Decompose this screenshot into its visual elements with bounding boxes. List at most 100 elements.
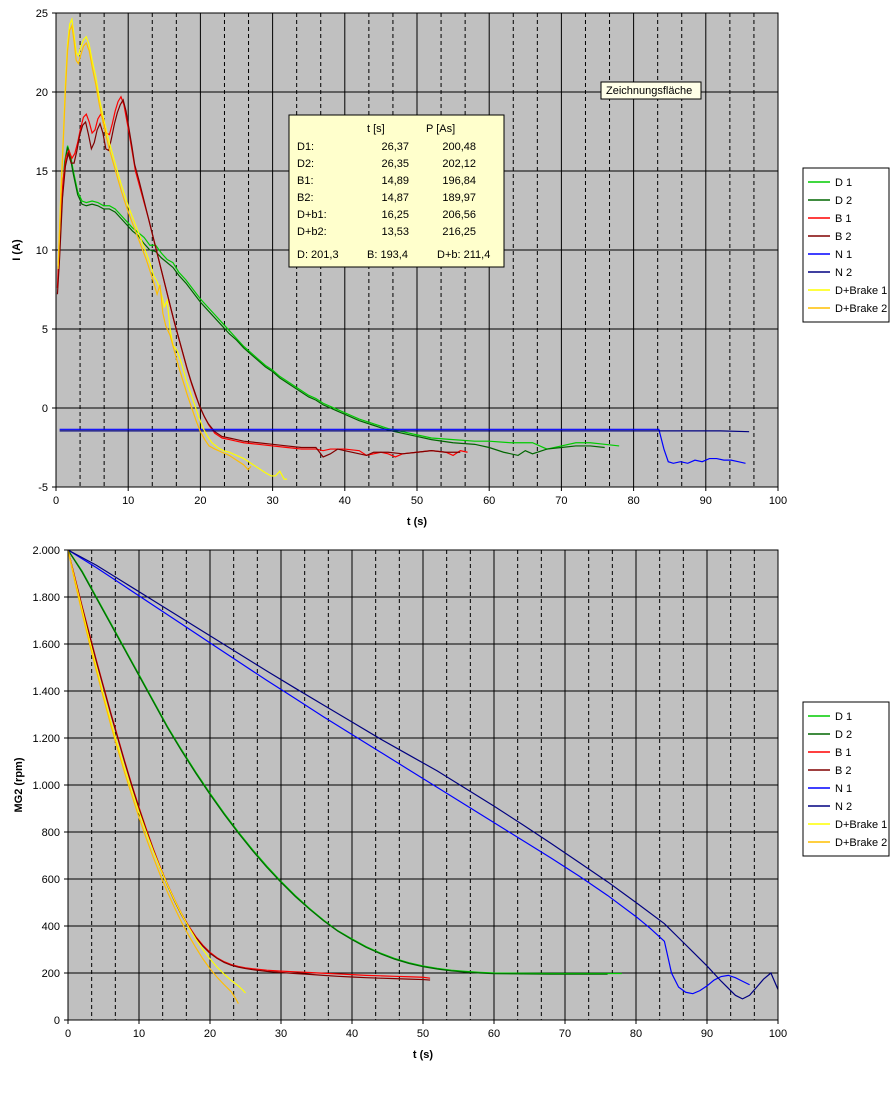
y-tick-label: -5 xyxy=(38,482,48,494)
x-tick-label: 10 xyxy=(122,495,134,507)
y-tick-label: 2.000 xyxy=(32,545,60,557)
y-tick-label: 25 xyxy=(36,8,48,20)
legend-label: N 2 xyxy=(835,267,852,279)
annotation-col-t: t [s] xyxy=(367,123,385,135)
x-axis-title: t (s) xyxy=(413,1049,434,1061)
series-line-n-2 xyxy=(59,430,750,433)
x-tick-label: 40 xyxy=(346,1028,358,1040)
y-tick-label: 15 xyxy=(36,166,48,178)
series-line-d-2 xyxy=(57,147,605,457)
x-tick-label: 60 xyxy=(483,495,495,507)
legend-label: D 1 xyxy=(835,177,852,189)
annotation-row-p: 202,12 xyxy=(442,158,476,170)
legend-label: D 2 xyxy=(835,195,852,207)
series-line-d-brake-1 xyxy=(57,17,288,480)
x-tick-label: 100 xyxy=(769,1028,787,1040)
annotation-row-name: D1: xyxy=(297,141,314,153)
annotation-background xyxy=(288,114,505,268)
y-tick-label: 1.800 xyxy=(32,592,60,604)
annotation-row-name: D+b2: xyxy=(297,226,327,238)
annotation-row-t: 16,25 xyxy=(381,209,409,221)
x-tick-label: 0 xyxy=(65,1028,71,1040)
legend: D 1 D 2 B 1 B 2 N 1 N 2 D+Brake 1 D+Brake 2 xyxy=(802,701,890,857)
x-tick-label: 80 xyxy=(627,495,639,507)
chart-current-vs-time: 0 10 20 30 40 50 60 70 80 90 100 -5 0 5 10 15 20 25 t (s) I… xyxy=(0,0,895,530)
series-line-n-1 xyxy=(59,428,746,464)
annotation-row-p: 206,56 xyxy=(442,209,476,221)
legend-label: N 2 xyxy=(835,801,852,813)
tooltip-zeichnungsflaeche: Zeichnungsfläche xyxy=(600,81,702,100)
legend-label: D+Brake 2 xyxy=(835,303,887,315)
y-axis-title: MG2 (rpm) xyxy=(13,757,25,812)
annotation-summary-d: D: 201,3 xyxy=(297,249,339,261)
annotation-row-p: 200,48 xyxy=(442,141,476,153)
annotation-col-p: P [As] xyxy=(426,123,455,135)
y-tick-label: 400 xyxy=(42,921,60,933)
legend-label: B 2 xyxy=(835,231,852,243)
legend-label: N 1 xyxy=(835,249,852,261)
series-line-d-brake-1 xyxy=(67,549,246,994)
legend-box xyxy=(802,167,890,323)
x-tick-label: 30 xyxy=(275,1028,287,1040)
chart-bottom-svg: 0 10 20 30 40 50 60 70 80 90 100 0 200 400 600 800 1.000… xyxy=(13,545,890,1061)
x-tick-label: 70 xyxy=(559,1028,571,1040)
x-tick-label: 10 xyxy=(133,1028,145,1040)
x-tick-label: 90 xyxy=(701,1028,713,1040)
legend-label: B 2 xyxy=(835,765,852,777)
series-line-d-brake-2 xyxy=(57,23,252,471)
series-line-b-2 xyxy=(56,98,461,458)
legend-label: D+Brake 1 xyxy=(835,819,887,831)
series-line-b-2 xyxy=(67,549,431,981)
y-tick-label: 200 xyxy=(42,968,60,980)
tooltip-background xyxy=(600,81,702,100)
x-tick-label: 20 xyxy=(194,495,206,507)
x-tick-label: 20 xyxy=(204,1028,216,1040)
chart-mg2-vs-time: 0 10 20 30 40 50 60 70 80 90 100 0 200 400 600 800 1.000… xyxy=(0,530,895,1100)
y-tick-label: 800 xyxy=(42,827,60,839)
series-group xyxy=(56,17,750,480)
x-tick-label: 80 xyxy=(630,1028,642,1040)
annotation-row-name: D2: xyxy=(297,158,314,170)
annotation-row-t: 13,53 xyxy=(381,226,409,238)
series-line-n-2 xyxy=(67,549,779,1000)
annotation-row-t: 26,35 xyxy=(381,158,409,170)
x-tick-label: 50 xyxy=(411,495,423,507)
annotation-row-p: 216,25 xyxy=(442,226,476,238)
axes: 0 10 20 30 40 50 60 70 80 90 100 -5 0 5 10 15 20 25 xyxy=(36,8,787,507)
y-tick-label: 1.600 xyxy=(32,639,60,651)
x-axis-title: t (s) xyxy=(407,516,428,528)
x-tick-label: 40 xyxy=(339,495,351,507)
x-tick-label: 70 xyxy=(555,495,567,507)
x-tick-label: 90 xyxy=(700,495,712,507)
y-axis-title: I (A) xyxy=(11,239,23,261)
series-line-d-brake-2 xyxy=(67,549,239,1004)
series-line-d-2 xyxy=(67,549,608,975)
annotation-row-p: 196,84 xyxy=(442,175,476,187)
x-tick-label: 100 xyxy=(769,495,787,507)
y-tick-label: 600 xyxy=(42,874,60,886)
legend-label: N 1 xyxy=(835,783,852,795)
axes: 0 10 20 30 40 50 60 70 80 90 100 0 200 400 600 800 1.000… xyxy=(32,545,787,1040)
tooltip-label: Zeichnungsfläche xyxy=(606,85,692,97)
y-tick-label: 1.000 xyxy=(32,780,60,792)
series-group xyxy=(67,549,779,1004)
x-tick-label: 0 xyxy=(53,495,59,507)
x-tick-label: 60 xyxy=(488,1028,500,1040)
annotation-row-p: 189,97 xyxy=(442,192,476,204)
annotation-row-name: D+b1: xyxy=(297,209,327,221)
legend: D 1 D 2 B 1 B 2 N 1 N 2 D+Brake 1 D+Brake 2 xyxy=(802,167,890,323)
legend-label: D 2 xyxy=(835,729,852,741)
x-tick-label: 50 xyxy=(417,1028,429,1040)
annotation-box: t [s] P [As] D1: 26,37 200,48 D2: 26,35 202,12 B… xyxy=(288,114,505,268)
annotation-summary-b: B: 193,4 xyxy=(367,249,408,261)
x-tick-label: 30 xyxy=(266,495,278,507)
y-tick-label: 20 xyxy=(36,87,48,99)
legend-label: B 1 xyxy=(835,747,852,759)
annotation-row-t: 26,37 xyxy=(381,141,409,153)
series-line-n-1 xyxy=(67,549,750,995)
y-tick-label: 5 xyxy=(42,324,48,336)
y-tick-label: 1.400 xyxy=(32,686,60,698)
series-line-d-1 xyxy=(57,145,620,450)
legend-label: B 1 xyxy=(835,213,852,225)
legend-label: D 1 xyxy=(835,711,852,723)
